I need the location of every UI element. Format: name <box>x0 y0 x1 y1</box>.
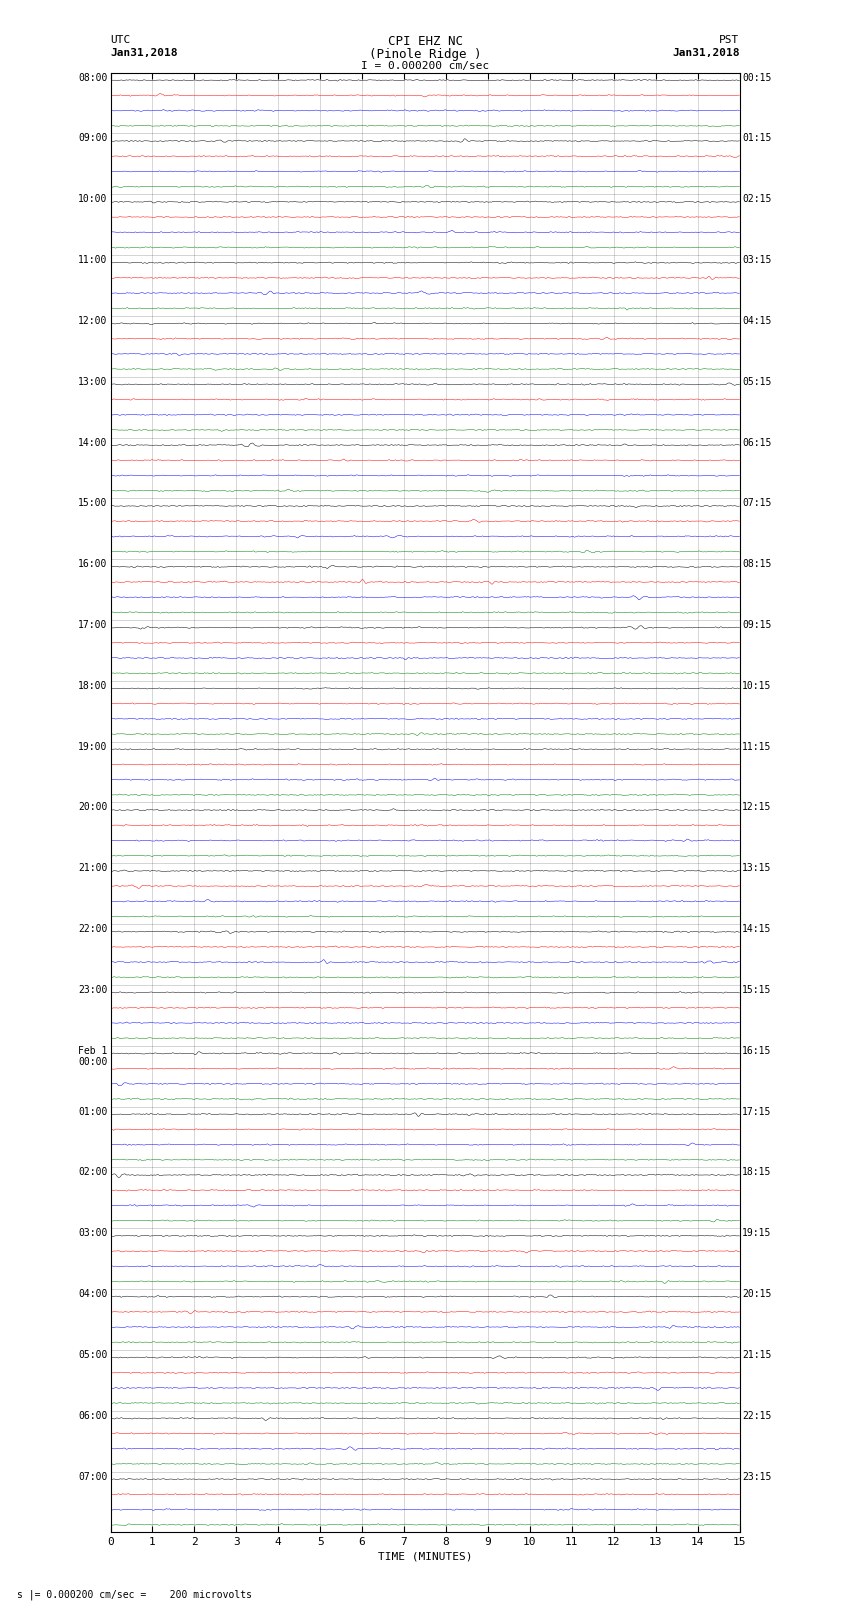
Text: UTC: UTC <box>110 35 131 45</box>
Text: PST: PST <box>719 35 740 45</box>
Text: (Pinole Ridge ): (Pinole Ridge ) <box>369 48 481 61</box>
Text: Jan31,2018: Jan31,2018 <box>110 48 178 58</box>
Text: Jan31,2018: Jan31,2018 <box>672 48 740 58</box>
Text: I = 0.000200 cm/sec: I = 0.000200 cm/sec <box>361 61 489 71</box>
Text: CPI EHZ NC: CPI EHZ NC <box>388 35 462 48</box>
X-axis label: TIME (MINUTES): TIME (MINUTES) <box>377 1552 473 1561</box>
Text: s |= 0.000200 cm/sec =    200 microvolts: s |= 0.000200 cm/sec = 200 microvolts <box>17 1589 252 1600</box>
